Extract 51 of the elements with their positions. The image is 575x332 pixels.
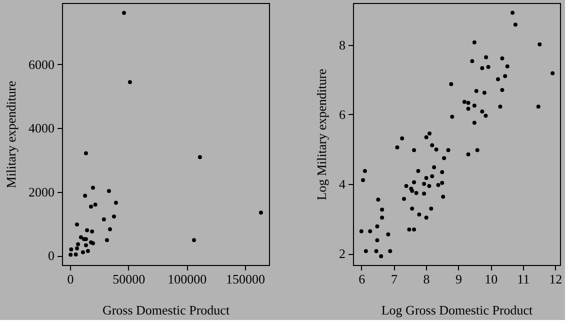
x-axis-title: Gross Domestic Product <box>102 302 230 318</box>
point <box>75 246 79 250</box>
point <box>89 204 93 209</box>
y-tick-label: 4 <box>339 176 346 192</box>
x-tick-label: 100000 <box>168 272 207 286</box>
point <box>114 200 118 205</box>
x-tick-label: 0 <box>67 272 74 286</box>
y-tick-label: 4000 <box>28 120 54 136</box>
y-axis-title: Log Military expenditure <box>314 68 329 200</box>
x-tick-label: 10 <box>484 272 498 286</box>
point <box>108 227 112 232</box>
y-tick-label: 2000 <box>28 184 54 200</box>
point <box>84 243 88 248</box>
y-tick-label: 6 <box>339 106 346 122</box>
x-tick-label: 8 <box>423 272 430 286</box>
point <box>102 217 106 222</box>
point <box>68 252 73 257</box>
point <box>83 194 88 198</box>
y-tick-label: 6000 <box>28 56 54 72</box>
x-tick-label: 50000 <box>112 272 146 286</box>
y-axis-title: Military expenditure <box>4 80 18 188</box>
point <box>192 238 196 242</box>
point <box>93 202 98 207</box>
y-tick-label: 8 <box>339 37 346 52</box>
x-tick-label: 12 <box>549 272 562 286</box>
x-tick-label: 9 <box>456 272 462 286</box>
x-axis-title: Log Gross Domestic Product <box>381 302 534 318</box>
point <box>80 250 85 254</box>
x-tick-label: 150000 <box>226 272 265 286</box>
y-tick-label: 2 <box>339 246 346 262</box>
y-tick-label: 0 <box>48 248 54 264</box>
point <box>75 222 79 226</box>
point <box>106 188 111 193</box>
point <box>74 252 78 256</box>
x-tick-label: 6 <box>358 272 366 286</box>
x-tick-label: 7 <box>390 272 398 286</box>
point <box>86 248 90 253</box>
point <box>84 151 88 156</box>
point <box>258 210 263 215</box>
point <box>112 214 116 218</box>
point <box>78 235 83 240</box>
point <box>69 247 74 252</box>
point <box>90 186 95 190</box>
point <box>90 229 94 234</box>
point <box>128 80 132 84</box>
x-tick-label: 11 <box>517 272 530 286</box>
point <box>104 238 109 242</box>
point <box>76 242 80 246</box>
point <box>198 155 202 160</box>
point <box>122 10 126 15</box>
point <box>85 228 90 232</box>
